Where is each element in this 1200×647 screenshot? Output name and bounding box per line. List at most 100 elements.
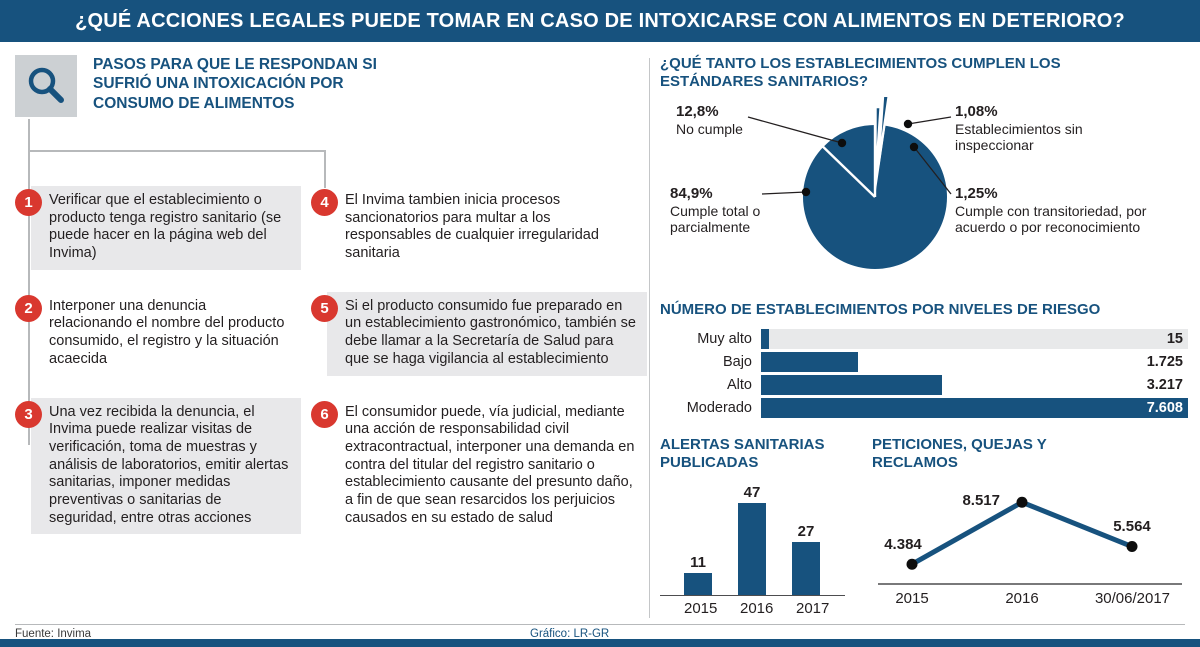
pqr-line-chart-svg [878,496,1182,585]
axis-label: 2016 [1005,590,1039,607]
pie-label-cumple: 84,9% Cumple total o parcialmente [670,185,800,235]
infographic-header: ¿QUÉ ACCIONES LEGALES PUEDE TOMAR EN CAS… [0,0,1200,42]
axis-label: 2015 [684,600,718,617]
step-4: 4 El Invima tambien inicia procesos sanc… [311,186,647,270]
connector-line-vertical [28,119,30,445]
pie-value: 1,25% [955,185,998,202]
alerts-bar-chart: 11 47 27 [660,480,845,596]
risk-bar-row: Bajo 1.725 [660,352,1188,372]
step-text: Una vez recibida la denuncia, el Invima … [31,397,301,535]
step-number-badge: 4 [311,189,338,216]
step-number-badge: 1 [15,189,42,216]
pie-chart-svg [747,97,952,269]
steps-intro-title: PASOS PARA QUE LE RESPONDAN SI SUFRIÓ UN… [93,56,377,112]
step-number-badge: 6 [311,400,338,428]
bar [761,398,1188,418]
axis-label: 2015 [895,590,929,607]
step-5: 5 Si el producto consumido fue preparado… [311,291,647,376]
page-title: ¿QUÉ ACCIONES LEGALES PUEDE TOMAR EN CAS… [75,9,1125,32]
axis-label: 30/06/2017 [1094,590,1171,607]
steps-column-1: 1 Verificar que el establecimiento o pro… [15,186,301,556]
alerts-x-axis: 2015 2016 2017 [660,600,845,617]
bar-value: 3.217 [1146,377,1183,393]
step-text: Verificar que el establecimiento o produ… [31,186,301,270]
pie-value: 12,8% [676,103,719,120]
bar-value: 27 [797,523,815,540]
charts-panel: ¿QUÉ TANTO LOS ESTABLECIMIENTOS CUMPLEN … [660,55,1188,622]
bar-value: 15 [1166,331,1183,347]
bar-value: 1.725 [1146,354,1183,370]
connector-line-horizontal [28,150,324,152]
axis-label: 2016 [740,600,774,617]
bar [792,542,820,595]
pie-value: 1,08% [955,103,998,120]
data-point [1126,541,1138,553]
step-6: 6 El consumidor puede, vía judicial, med… [311,398,647,535]
connector-line-branch [324,150,326,188]
alerts-bar-group: 47 [738,484,766,595]
pie-label-text: No cumple [676,121,743,138]
risk-bar-row: Alto 3.217 [660,375,1188,395]
risk-bar-chart: Muy alto 15 Bajo 1.725 Alto 3.217 [660,329,1188,418]
risk-category: Muy alto [697,331,752,347]
step-number-badge: 3 [15,400,42,428]
bar-value: 47 [743,484,761,501]
step-3: 3 Una vez recibida la denuncia, el Invim… [15,397,301,535]
step-text: El Invima tambien inicia procesos sancio… [345,192,599,262]
alerts-bar-group: 27 [792,523,820,595]
pie-chart: 12,8% No cumple 1,08% Establecimientos s… [660,97,1188,285]
risk-chart-title: NÚMERO DE ESTABLECIMIENTOS POR NIVELES D… [660,301,1101,318]
step-2: 2 Interponer una denuncia relacionando e… [15,292,301,376]
data-point [1016,496,1028,508]
intro-row: PASOS PARA QUE LE RESPONDAN SI SUFRIÓ UN… [15,55,647,117]
pie-label-no-cumple: 12,8% No cumple [676,103,796,137]
footer: Fuente: Invima Gráfico: LR-GR [15,624,1185,640]
pqr-chart-title: PETICIONES, QUEJAS Y RECLAMOS [872,436,1047,471]
bar-track: 15 [761,329,1188,349]
steps-column-2: 4 El Invima tambien inicia procesos sanc… [311,186,647,556]
pqr-line-chart: 4.384 8.517 5.564 2015 2016 30/06/2017 [872,480,1188,622]
pie-label-sin-inspeccionar: 1,08% Establecimientos sin inspeccionar [955,103,1115,153]
bar [761,352,858,372]
bottom-charts: ALERTAS SANITARIAS PUBLICADAS 11 47 27 [660,436,1188,622]
steps-list: 1 Verificar que el establecimiento o pro… [15,186,647,556]
bar-value: 11 [690,554,706,571]
step-number-badge: 2 [15,294,42,322]
bar [761,329,769,349]
bar-track: 3.217 [761,375,1188,395]
pie-leader-lines [747,116,952,197]
bar [738,503,766,595]
step-text: El consumidor puede, vía judicial, media… [345,403,635,526]
point-value: 4.384 [884,536,922,553]
step-number-badge: 5 [311,294,338,322]
bottom-bar [0,639,1200,647]
source-note: Fuente: Invima [15,628,92,640]
pie-label-text: Cumple con transitoriedad, por acuerdo o… [955,203,1147,236]
bar-value: 7.608 [1146,400,1183,416]
pie-chart-title: ¿QUÉ TANTO LOS ESTABLECIMIENTOS CUMPLEN … [660,55,1061,90]
step-text: Interponer una denuncia relacionando el … [49,297,285,367]
axis-label: 2017 [796,600,830,617]
risk-category: Bajo [722,354,752,370]
risk-bar-row: Moderado 7.608 [660,398,1188,418]
bar-track: 7.608 [761,398,1188,418]
risk-bar-row: Muy alto 15 [660,329,1188,349]
point-value: 5.564 [1113,518,1151,535]
bar [684,573,712,595]
pie-label-transitoriedad: 1,25% Cumple con transitoriedad, por acu… [955,185,1173,235]
bar [761,375,942,395]
search-icon [15,55,77,117]
alerts-bar-group: 11 [684,554,712,595]
risk-category: Moderado [686,400,752,416]
panel-divider [649,58,650,618]
steps-panel: PASOS PARA QUE LE RESPONDAN SI SUFRIÓ UN… [15,55,647,535]
step-1: 1 Verificar que el establecimiento o pro… [15,186,301,270]
risk-category: Alto [727,377,752,393]
data-point [906,558,918,570]
bar-track: 1.725 [761,352,1188,372]
alerts-chart-title: ALERTAS SANITARIAS PUBLICADAS [660,436,825,471]
point-value: 8.517 [962,492,1000,509]
pie-label-text: Cumple total o parcialmente [670,203,761,236]
pie-slices [803,97,947,269]
